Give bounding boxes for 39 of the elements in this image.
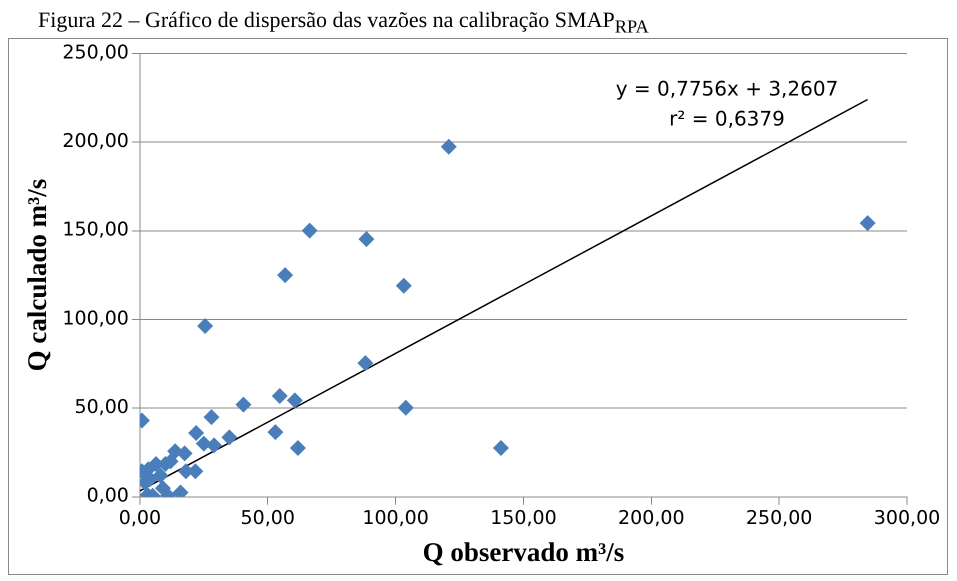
x-tick-label: 250,00 [746,508,812,530]
y-tick-label: 100,00 [62,308,129,330]
point [357,355,374,372]
point [235,396,252,413]
point [206,438,222,454]
point [398,400,414,416]
point [286,392,303,409]
annotation: r² = 0,6379 [669,106,785,131]
point [203,410,220,426]
x-axis-title: Q observado m³/s [422,537,624,568]
x-tick-label: 50,00 [240,508,295,530]
point [440,139,457,156]
point [396,278,412,294]
x-tick-label: 150,00 [490,508,557,530]
point [176,446,193,462]
point [358,231,374,248]
point [272,388,288,404]
chart-title: Figura 22 – Gráfico de dispersão das vazões na calibração SMAP$_{RPA}$ [37,7,650,38]
x-tick-label: 100,00 [362,508,429,530]
y-axis-title: Q calculado m³/s [22,179,52,372]
y-tick-label: 250,00 [62,42,129,64]
y-tick-label: 50,00 [74,396,129,418]
point [290,440,306,456]
annotation: y = 0,7756x + 3,2607 [616,76,838,101]
y-tick-label: 150,00 [62,219,129,242]
point [277,267,294,284]
point [152,468,168,484]
x-tick-label: 200,00 [618,508,685,530]
point [197,318,214,334]
point [302,222,318,239]
point [188,425,204,442]
point [267,424,284,440]
point [860,216,876,232]
point [221,430,238,446]
y-tick-label: 200,00 [62,130,129,152]
x-tick-label: 0,00 [118,508,162,530]
point [492,440,509,456]
x-tick-label: 300,00 [874,508,940,530]
y-tick-label: 0,00 [86,485,129,508]
